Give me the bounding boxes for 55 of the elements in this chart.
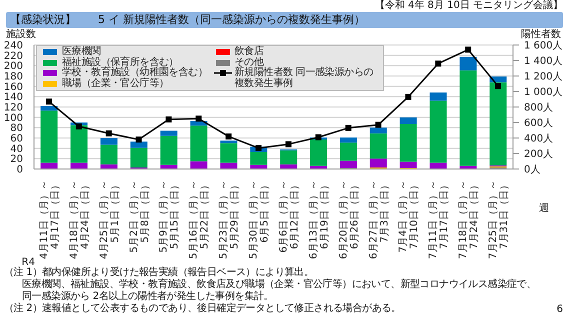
y-tick-label: 100 (4, 112, 23, 124)
x-axis-title: 週 (539, 203, 549, 215)
legend-label: 新規陽性者数 同一感染源からの複数発生事例 (234, 67, 374, 89)
x-tick-label: 6月6日（月）～6月12日（日） (278, 180, 300, 253)
y-tick-label: 140 (4, 92, 23, 104)
y-tick-label: 160 (4, 82, 23, 93)
y-tick-label: 180 (4, 72, 23, 82)
y-tick-label: 20 (10, 154, 23, 166)
y-tick-label: 80 (10, 123, 23, 134)
legend-label: 学校・教育施設（幼稚園を含む） (62, 67, 208, 78)
text: 6 (556, 304, 563, 316)
x-tick-label: 4月25日（月）～5月1日（日） (98, 180, 121, 260)
y-tick-label: 220 (4, 50, 23, 62)
y-axis-title: 施設数 (6, 29, 36, 41)
chart-title: 【感染状況】 5 イ 新規陽性者数（同一感染源からの複数発生事例） (6, 12, 563, 28)
x-tick-label: 6月20日（月）～6月26日（日） (338, 180, 360, 260)
text: 同一感染源から 2名以上の陽性者が発生した事例を集計。 (21, 291, 274, 302)
y2-tick-label: 1 400人 (524, 56, 563, 67)
y-tick-label: 40 (10, 144, 23, 155)
y-tick-label: 200 (4, 61, 23, 72)
x-tick-label: 6月27日（月）～7月3日（日） (368, 180, 390, 260)
legend-label: 福祉施設（保育所を含む） (62, 56, 178, 68)
x-tick-label: 5月23日（月）～5月29日（日） (218, 180, 241, 260)
x-tick-label: 7月11日（月）～7月17日（日） (428, 180, 450, 260)
x-tick-label: 5月16日（月）～5月22日（日） (188, 180, 211, 260)
x-tick-label: 4月11日（月）～4月17日（日） (38, 180, 61, 260)
text: （注 1）都内保健所より受けた報告実績（報告日ベース）により算出。 (4, 267, 315, 278)
x-tick-label: 7月4日（月）～7月10日（日） (398, 180, 420, 253)
legend-label: その他 (234, 56, 264, 68)
y2-tick-label: 1 200人 (524, 72, 563, 82)
y-tick-label: 120 (4, 102, 23, 114)
legend-label: 飲食店 (234, 46, 264, 57)
x-tick-label: 5月9日（月）～5月15日（日） (158, 180, 181, 253)
x-tick-label: 5月2日（月）～5月8日（日） (128, 180, 151, 253)
y2-axis-title: 陽性者数 (521, 29, 561, 40)
x-tick-label: 7月18日（月）～7月24日（日） (458, 180, 480, 260)
x-tick-label: 6月13日（月）～6月19日（日） (308, 180, 330, 260)
y2-tick-label: 1 000人 (524, 87, 563, 98)
y2-tick-label: 400人 (524, 134, 554, 144)
legend-label: 医療機関 (62, 46, 101, 57)
x-tick-label: 7月25日（月）～7月31日（日） (488, 180, 510, 260)
legend-label: 職場（企業・官公庁等） (62, 78, 169, 89)
text: 医療機関、福祉施設、学校・教育施設、飲食店及び職場（企業・官公庁等）において、新型コロナウイルス感染症で、 (21, 279, 538, 290)
text: （注 2）速報値として公表するものであり、後日確定データとして修正される場合がある。 (4, 303, 401, 314)
y2-tick-label: 1 600人 (524, 40, 563, 52)
y-tick-label: 0 (16, 164, 23, 176)
x-tick-label: 5月30日（月）～6月5日（日） (248, 180, 271, 260)
y2-tick-label: 200人 (524, 149, 554, 160)
y2-tick-label: 600人 (524, 118, 554, 129)
y-tick-label: 240 (4, 40, 23, 52)
y-tick-label: 60 (10, 134, 23, 144)
text: R4 (22, 257, 35, 268)
y2-tick-label: 800人 (524, 102, 554, 114)
x-tick-label: 4月18日（月）～4月24日（日） (68, 180, 91, 260)
y2-tick-label: 0人 (524, 164, 540, 176)
